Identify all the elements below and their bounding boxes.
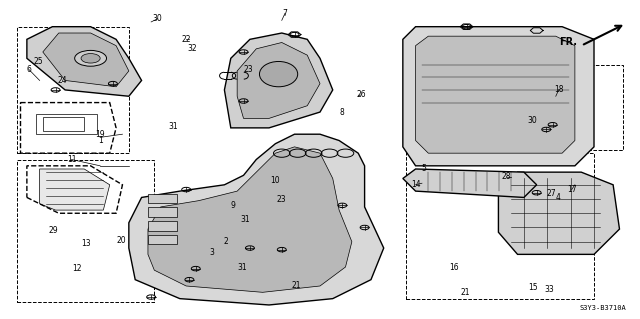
Text: 20: 20 [116, 236, 126, 245]
Text: 25: 25 [33, 57, 43, 66]
Text: 10: 10 [271, 175, 280, 185]
Text: FR.: FR. [559, 38, 577, 48]
Text: 16: 16 [449, 263, 459, 272]
Text: 17: 17 [567, 185, 577, 194]
Text: 29: 29 [49, 226, 58, 235]
Text: 9: 9 [230, 201, 235, 210]
Bar [495, 65, 623, 150]
Polygon shape [403, 169, 537, 197]
Text: 5: 5 [421, 165, 426, 174]
Text: 21: 21 [461, 288, 470, 297]
Polygon shape [403, 27, 594, 166]
Text: 11: 11 [67, 155, 76, 164]
Polygon shape [415, 36, 575, 153]
Text: 1: 1 [98, 136, 102, 145]
Text: 14: 14 [411, 180, 420, 189]
Polygon shape [225, 33, 333, 128]
Text: 33: 33 [545, 285, 554, 294]
Polygon shape [27, 27, 141, 96]
Polygon shape [237, 42, 320, 118]
Bar [148, 235, 177, 244]
Text: 7: 7 [282, 9, 287, 18]
Polygon shape [129, 134, 384, 305]
Text: 31: 31 [240, 215, 250, 224]
Bar [17, 160, 154, 302]
Text: 13: 13 [81, 239, 91, 248]
Text: 3: 3 [209, 248, 214, 257]
Text: 22: 22 [181, 35, 191, 44]
Bar [17, 27, 129, 153]
Polygon shape [499, 172, 620, 254]
Text: 23: 23 [243, 65, 253, 74]
Text: 15: 15 [528, 283, 538, 292]
Text: 30: 30 [152, 14, 163, 23]
Text: 31: 31 [237, 263, 247, 271]
Bar [148, 221, 177, 231]
Bar [406, 153, 594, 299]
Text: 23: 23 [277, 195, 287, 204]
Text: 21: 21 [292, 281, 301, 290]
Text: 26: 26 [356, 90, 366, 99]
Ellipse shape [259, 62, 298, 87]
Text: 28: 28 [502, 172, 511, 182]
Polygon shape [43, 33, 129, 87]
Polygon shape [40, 169, 109, 210]
Circle shape [81, 54, 100, 63]
Text: 31: 31 [168, 122, 179, 131]
Text: 19: 19 [95, 130, 105, 139]
Polygon shape [148, 147, 352, 292]
Text: 32: 32 [188, 44, 197, 53]
Text: 24: 24 [57, 76, 67, 85]
Text: 8: 8 [340, 108, 345, 116]
Bar [148, 194, 177, 203]
Text: 6: 6 [26, 65, 31, 74]
Text: 18: 18 [554, 85, 564, 94]
Text: 30: 30 [527, 116, 537, 125]
Text: S3Y3-B3710A: S3Y3-B3710A [579, 305, 626, 311]
Text: 12: 12 [72, 264, 81, 273]
Text: 2: 2 [223, 237, 228, 246]
Bar [406, 122, 572, 153]
Circle shape [75, 50, 106, 66]
Bar [148, 207, 177, 217]
Text: 4: 4 [556, 193, 561, 202]
Text: 27: 27 [547, 189, 556, 198]
